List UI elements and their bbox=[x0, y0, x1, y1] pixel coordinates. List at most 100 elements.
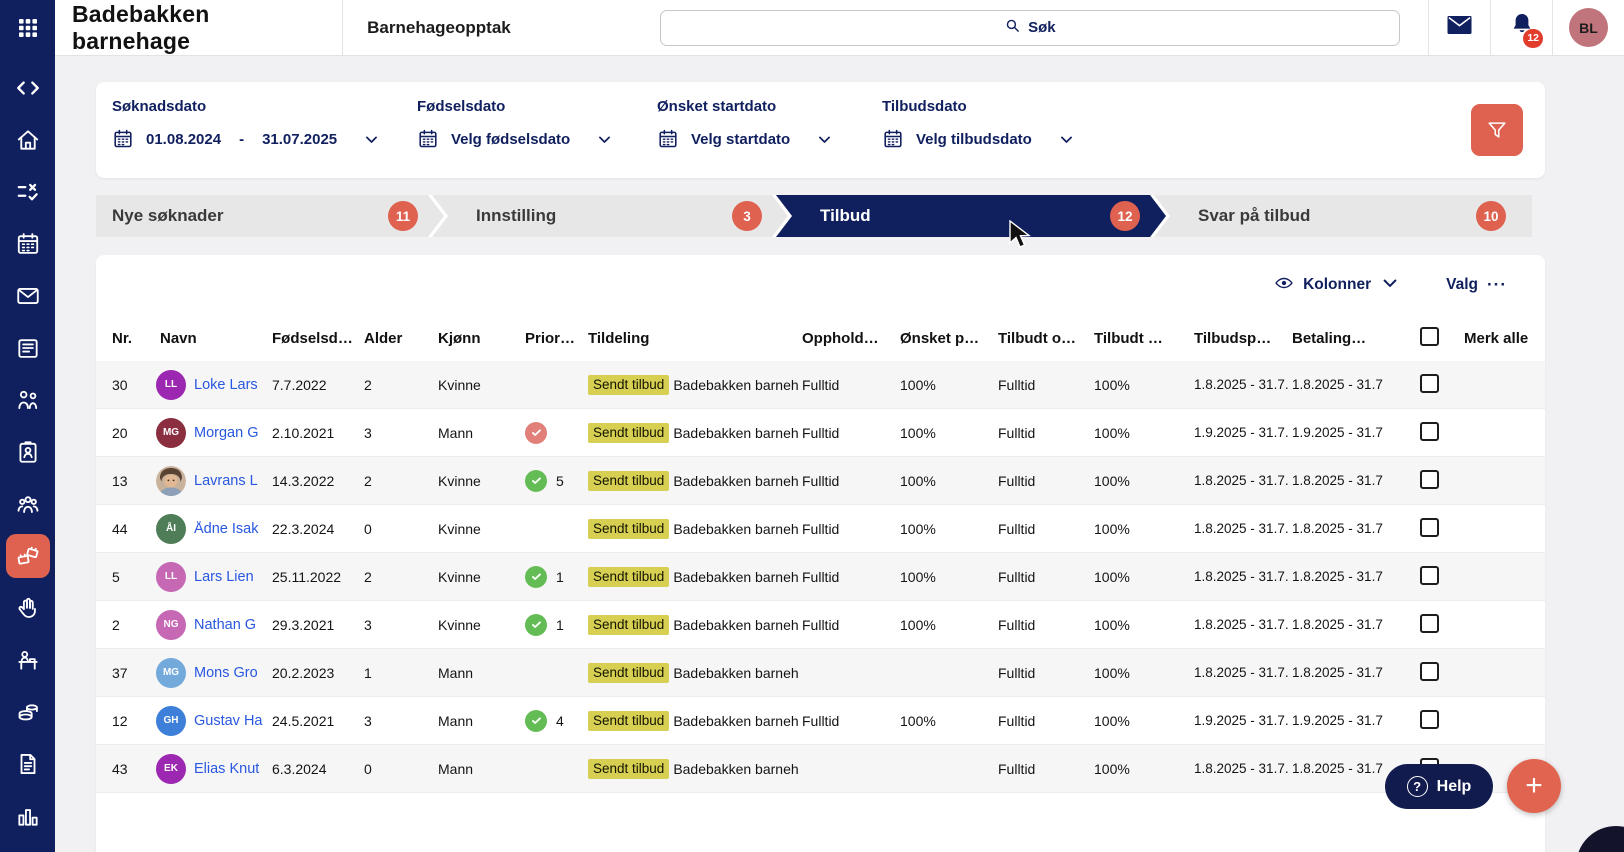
sidebar-item-family[interactable] bbox=[0, 374, 55, 426]
child-name-link[interactable]: Lavrans L bbox=[194, 472, 258, 489]
sidebar-item-code[interactable] bbox=[0, 62, 55, 114]
cell-allocation: Sendt tilbud Badebakken barneha bbox=[584, 662, 798, 683]
avatar: MG bbox=[156, 417, 186, 448]
stage-tab-innstilling[interactable]: Innstilling 3 bbox=[432, 195, 788, 237]
stage-tab-tilbud[interactable]: Tilbud 12 bbox=[776, 195, 1166, 237]
table-row: 13 Lavrans L 14.3.2022 2 Kvinne 5 Sendt … bbox=[96, 457, 1545, 505]
table-row: 2 NG Nathan G 29.3.2021 3 Kvinne 1 Sendt … bbox=[96, 601, 1545, 649]
row-checkbox[interactable] bbox=[1420, 613, 1439, 633]
filter-group-2: Fødselsdato Velg fødselsdato bbox=[417, 98, 657, 178]
child-name-link[interactable]: Loke Lars bbox=[194, 376, 258, 393]
cell-offer-period: 1.8.2025 - 31.7.2 bbox=[1194, 569, 1288, 584]
calendar-icon bbox=[15, 231, 41, 257]
row-checkbox[interactable] bbox=[1420, 469, 1439, 489]
child-name-link[interactable]: Nathan G bbox=[194, 616, 257, 633]
child-name-link[interactable]: Morgan G bbox=[194, 424, 259, 441]
mail-icon bbox=[15, 283, 41, 309]
row-checkbox[interactable] bbox=[1420, 565, 1439, 585]
cell-birthdate: 25.11.2022 bbox=[272, 568, 342, 585]
sidebar-item-news[interactable] bbox=[0, 322, 55, 374]
sidebar-item-blocks[interactable] bbox=[0, 530, 55, 582]
cell-allocation: Sendt tilbud Badebakken barneha bbox=[584, 614, 798, 635]
sidebar-item-tasks[interactable] bbox=[0, 166, 55, 218]
child-name-link[interactable]: Mons Gro bbox=[194, 664, 258, 681]
table-toolbar: Kolonner Valg ··· bbox=[96, 255, 1545, 315]
cell-payment-period: 1.8.2025 - 31.7 bbox=[1292, 521, 1383, 536]
stage-tab-nye-s-knader[interactable]: Nye søknader 11 bbox=[96, 195, 444, 237]
filter-date-to: 31.07.2025 bbox=[262, 130, 338, 148]
filter-group-3: Ønsket startdato Velg startdato bbox=[657, 98, 882, 178]
child-name-link[interactable]: Gustav Ha bbox=[194, 712, 263, 729]
sidebar-item-home[interactable] bbox=[0, 114, 55, 166]
stage-count-badge: 12 bbox=[1110, 201, 1140, 231]
help-button[interactable]: ? Help bbox=[1385, 764, 1493, 809]
cell-payment-period: 1.8.2025 - 31.7 bbox=[1292, 377, 1383, 392]
table-body: 30 LL Loke Lars 7.7.2022 2 Kvinne Sendt t… bbox=[96, 361, 1545, 793]
home-icon bbox=[15, 127, 41, 153]
options-label: Valg bbox=[1446, 276, 1479, 293]
status-badge: Sendt tilbud bbox=[588, 758, 670, 779]
cell-navn: LL Lars Lien bbox=[156, 561, 268, 592]
row-checkbox[interactable] bbox=[1420, 517, 1439, 537]
row-checkbox[interactable] bbox=[1420, 661, 1439, 681]
filter-dropdown[interactable]: Velg tilbudsdato bbox=[882, 128, 1471, 150]
sidebar-item-group[interactable] bbox=[0, 478, 55, 530]
cell-payment-period: 1.8.2025 - 31.7 bbox=[1292, 569, 1383, 584]
allocation-org: Badebakken barneha bbox=[673, 616, 798, 633]
filter-date-dash: - bbox=[239, 130, 245, 148]
add-button[interactable]: + bbox=[1507, 759, 1561, 813]
cell-gender: Mann bbox=[438, 760, 474, 777]
avatar: NG bbox=[156, 609, 186, 640]
child-name-link[interactable]: Elias Knut bbox=[194, 760, 260, 777]
cell-allocation: Sendt tilbud Badebakken barneha bbox=[584, 470, 798, 491]
filter-dropdown[interactable]: 01.08.2024-31.07.2025 bbox=[112, 128, 417, 150]
filter-value: Velg fødselsdato bbox=[451, 130, 571, 148]
cell-wanted-pct: 100% bbox=[900, 712, 936, 729]
sidebar-item-chart[interactable] bbox=[0, 790, 55, 842]
row-checkbox[interactable] bbox=[1420, 709, 1439, 729]
app-grid-icon[interactable] bbox=[0, 0, 55, 56]
options-button[interactable]: Valg ··· bbox=[1446, 275, 1507, 295]
search-input[interactable]: Søk bbox=[659, 9, 1400, 46]
hand-icon bbox=[15, 595, 41, 621]
sidebar-item-coins[interactable] bbox=[0, 686, 55, 738]
eye-icon bbox=[1274, 273, 1294, 298]
columns-button[interactable]: Kolonner bbox=[1274, 273, 1400, 298]
row-checkbox[interactable] bbox=[1420, 373, 1439, 393]
filter-card: Søknadsdato 01.08.2024-31.07.2025 Fødsel… bbox=[96, 82, 1545, 178]
sidebar-item-calendar[interactable] bbox=[0, 218, 55, 270]
stage-tab-svar-p-tilbud[interactable]: Svar på tilbud 10 bbox=[1154, 195, 1532, 237]
topbar-divider bbox=[1552, 0, 1553, 56]
apply-filter-button[interactable] bbox=[1471, 104, 1523, 156]
filter-group-1: Søknadsdato 01.08.2024-31.07.2025 bbox=[112, 98, 417, 178]
cell-birthdate: 20.2.2023 bbox=[272, 664, 335, 681]
column-header: Tildeling bbox=[588, 329, 650, 347]
row-checkbox[interactable] bbox=[1420, 421, 1439, 441]
cell-stay: Fulltid bbox=[802, 520, 840, 537]
filter-dropdown[interactable]: Velg startdato bbox=[657, 128, 882, 150]
calendar-icon bbox=[417, 128, 439, 150]
cell-offered-pct: 100% bbox=[1094, 520, 1130, 537]
select-all-checkbox[interactable] bbox=[1420, 326, 1439, 346]
filter-dropdown[interactable]: Velg fødselsdato bbox=[417, 128, 657, 150]
user-avatar[interactable]: BL bbox=[1569, 8, 1608, 47]
column-header: Navn bbox=[160, 329, 197, 347]
avatar: GH bbox=[156, 705, 186, 736]
messages-button[interactable] bbox=[1429, 0, 1490, 56]
sidebar-item-document[interactable] bbox=[0, 738, 55, 790]
cell-offered-stay: Fulltid bbox=[998, 616, 1036, 633]
child-name-link[interactable]: Ådne Isak bbox=[194, 520, 259, 537]
cell-birthdate: 2.10.2021 bbox=[272, 424, 335, 441]
chevron-down-icon bbox=[1380, 273, 1400, 298]
family-icon bbox=[15, 387, 41, 413]
notifications-button[interactable]: 12 bbox=[1491, 0, 1552, 56]
sidebar-item-mail[interactable] bbox=[0, 270, 55, 322]
sidebar-item-hand[interactable] bbox=[0, 582, 55, 634]
sidebar-item-reception[interactable] bbox=[0, 634, 55, 686]
sidebar-item-id-card[interactable] bbox=[0, 426, 55, 478]
filter-label: Tilbudsdato bbox=[882, 98, 967, 115]
stage-count-badge: 3 bbox=[732, 201, 762, 231]
avatar: ÅI bbox=[156, 513, 186, 544]
child-name-link[interactable]: Lars Lien bbox=[194, 568, 254, 585]
